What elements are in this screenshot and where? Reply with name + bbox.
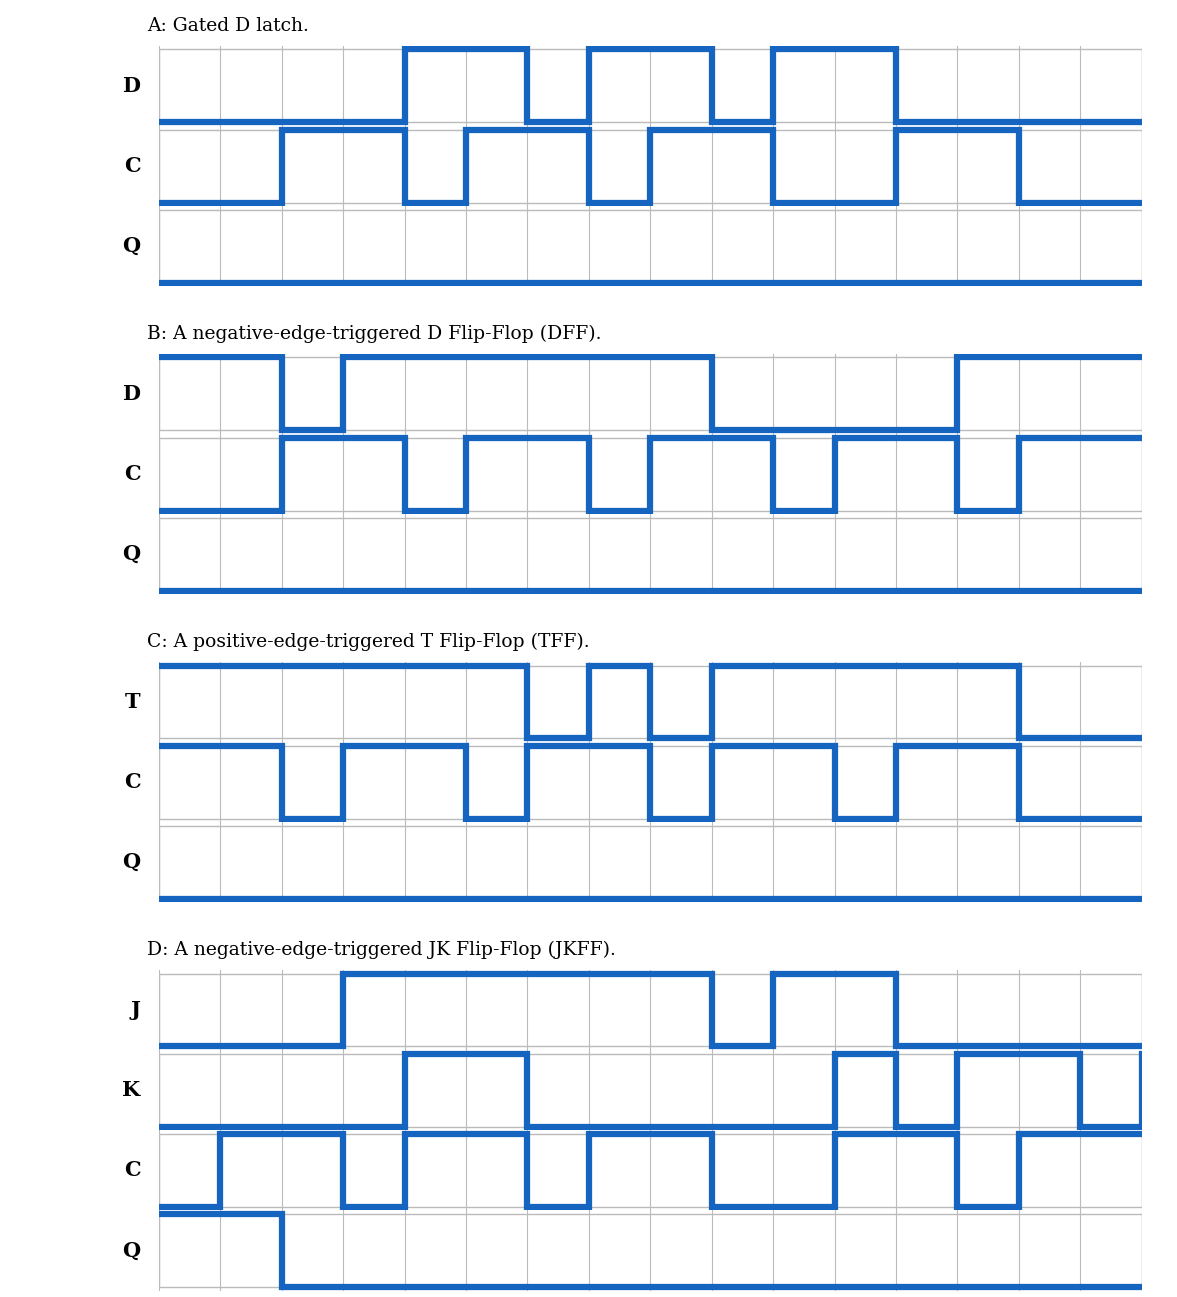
Text: D: D [122, 77, 140, 96]
Text: A: Gated D latch.: A: Gated D latch. [147, 17, 310, 35]
Text: Q: Q [122, 236, 140, 257]
Text: D: D [122, 384, 140, 403]
Text: T: T [125, 693, 140, 712]
Text: J: J [131, 1000, 140, 1019]
Text: D: A negative-edge-triggered JK Flip-Flop (JKFF).: D: A negative-edge-triggered JK Flip-Flo… [147, 942, 616, 960]
Text: Q: Q [122, 1240, 140, 1261]
Text: K: K [122, 1080, 140, 1100]
Text: C: C [124, 464, 140, 484]
Text: C: C [124, 772, 140, 792]
Text: Q: Q [122, 545, 140, 564]
Text: Q: Q [122, 852, 140, 873]
Text: C: A positive-edge-triggered T Flip-Flop (TFF).: C: A positive-edge-triggered T Flip-Flop… [147, 633, 590, 651]
Text: C: C [124, 156, 140, 176]
Text: B: A negative-edge-triggered D Flip-Flop (DFF).: B: A negative-edge-triggered D Flip-Flop… [147, 326, 601, 344]
Text: C: C [124, 1161, 140, 1180]
